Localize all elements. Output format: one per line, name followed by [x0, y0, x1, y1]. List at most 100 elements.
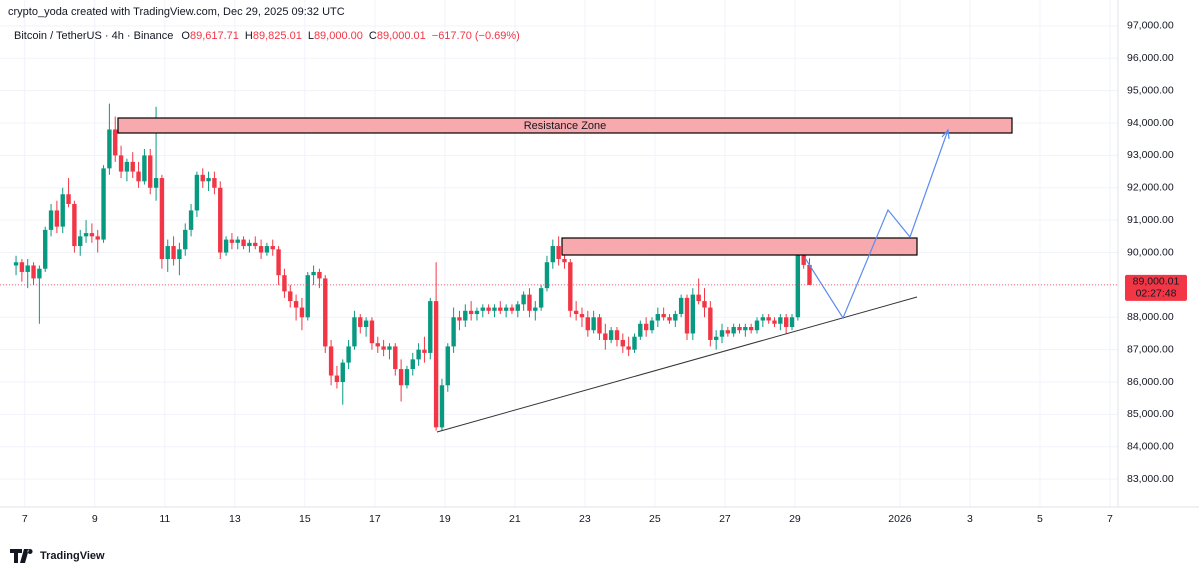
low: 89,000.00 — [314, 30, 363, 42]
candle-body — [223, 239, 229, 253]
candle-body — [340, 362, 345, 383]
candle-body — [148, 155, 153, 188]
trendline — [436, 296, 918, 433]
candle-body — [43, 229, 48, 269]
x-tick-label: 23 — [579, 513, 591, 525]
candle-body — [533, 307, 538, 311]
resistance-zone — [117, 117, 1013, 134]
candle-body — [562, 259, 567, 263]
candle-body — [95, 236, 100, 240]
y-tick-label: 85,000.00 — [1127, 408, 1174, 420]
candle-body — [579, 314, 585, 318]
candle-body — [398, 369, 404, 386]
candle-body — [486, 307, 491, 311]
candle-body — [696, 294, 701, 302]
logo-mark — [10, 549, 33, 563]
candle-body — [235, 239, 240, 243]
candle-body — [766, 317, 771, 321]
candle-body — [638, 323, 643, 337]
candle-body — [632, 336, 637, 350]
candle-body — [503, 307, 509, 311]
candle-body — [684, 297, 690, 334]
candle-body — [801, 249, 806, 265]
candle-body — [387, 346, 392, 350]
candle-body — [375, 343, 380, 347]
high: 89,825.01 — [253, 30, 302, 42]
candle-body — [258, 246, 264, 253]
candle-body — [124, 161, 130, 172]
candle-body — [573, 310, 579, 315]
candle-body — [410, 359, 415, 370]
candle-body — [288, 291, 293, 302]
candle-body — [153, 178, 159, 188]
candle-body — [323, 278, 328, 347]
candle-body — [66, 194, 71, 204]
candle-body — [480, 307, 485, 311]
candle-body — [544, 262, 550, 289]
x-tick-label: 21 — [509, 513, 521, 525]
candle-body — [515, 304, 520, 311]
candle-body — [107, 129, 112, 169]
candle-body — [783, 317, 789, 327]
candle-body — [731, 326, 736, 334]
candle-body — [31, 265, 36, 279]
candle-body — [690, 294, 696, 334]
candle-body — [212, 178, 217, 188]
candle-body — [708, 307, 713, 340]
candle-body — [754, 320, 760, 331]
candle-body — [25, 265, 30, 272]
candle-body — [713, 336, 719, 340]
x-tick-label: 13 — [229, 513, 241, 525]
y-tick-label: 91,000.00 — [1127, 214, 1174, 226]
candle-body — [200, 174, 205, 182]
y-tick-label: 87,000.00 — [1127, 343, 1174, 355]
candle-body — [603, 333, 608, 340]
x-tick-label: 17 — [369, 513, 381, 525]
candle-body — [311, 271, 316, 276]
y-tick-label: 94,000.00 — [1127, 117, 1174, 129]
candle-body — [626, 346, 631, 350]
candle-body — [748, 326, 754, 331]
price-tag-label: 89,000.01 — [1133, 276, 1180, 288]
x-tick-label: 19 — [439, 513, 451, 525]
candle-body — [136, 171, 141, 182]
drawings: Resistance Zone — [117, 117, 1013, 433]
candle-body — [649, 320, 655, 331]
candle-body — [282, 275, 287, 292]
y-tick-label: 95,000.00 — [1127, 84, 1174, 96]
candle-body — [352, 317, 357, 347]
candle-body — [60, 194, 65, 227]
x-tick-label: 5 — [1037, 513, 1043, 525]
y-tick-label: 92,000.00 — [1127, 182, 1174, 194]
candle-body — [527, 294, 532, 311]
candle-body — [89, 233, 95, 237]
candles — [13, 103, 812, 431]
candle-body — [789, 317, 795, 327]
brand-logo: TradingView — [10, 549, 105, 563]
candle-body — [568, 262, 573, 311]
x-tick-label: 25 — [649, 513, 661, 525]
candle-body — [702, 301, 707, 308]
brand: TradingView — [40, 550, 105, 562]
legend-key: C — [369, 30, 377, 42]
candle-body — [550, 246, 556, 263]
candle-body — [83, 233, 89, 237]
candle-body — [299, 307, 305, 318]
countdown: 02:27:48 — [1136, 288, 1177, 300]
candle-body — [247, 242, 252, 247]
candle-body — [556, 246, 561, 260]
candle-body — [719, 330, 725, 337]
candle-body — [253, 242, 258, 247]
legend: Bitcoin / TetherUS · 4h · Binance O89,617… — [14, 30, 520, 42]
open: 89,617.71 — [190, 30, 239, 42]
symbol: Bitcoin / TetherUS — [14, 30, 102, 42]
candle-body — [521, 294, 526, 305]
supply-zone — [561, 237, 918, 256]
candle-body — [468, 310, 474, 315]
candle-body — [48, 210, 54, 230]
candle-body — [614, 330, 620, 340]
candle-body — [439, 385, 445, 428]
candle-body — [183, 229, 188, 250]
